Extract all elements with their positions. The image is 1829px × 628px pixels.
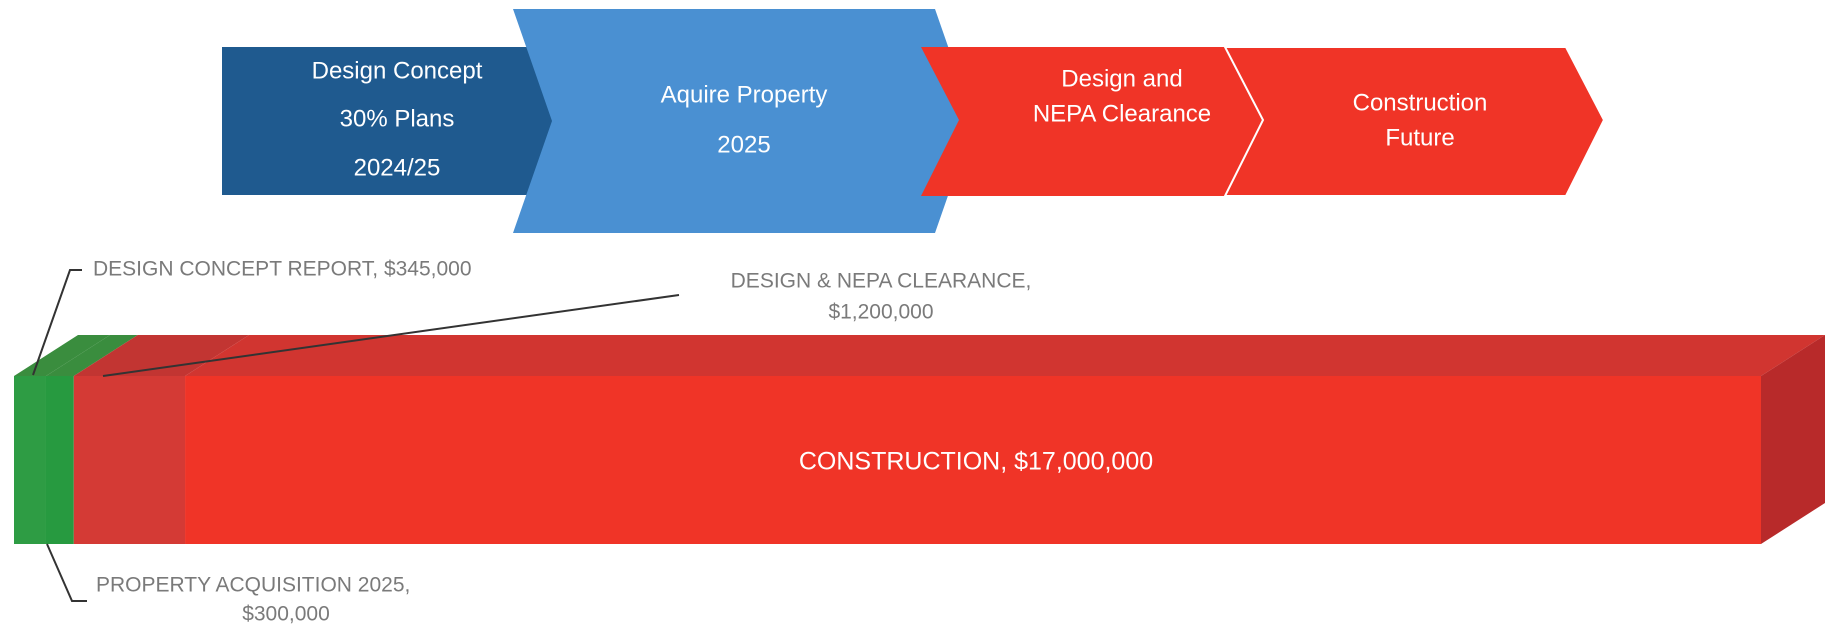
bar-segment [45, 376, 74, 544]
leader-line [102, 294, 680, 377]
bar-top [185, 335, 1825, 376]
leader-line [32, 269, 82, 376]
step-label: 2025 [717, 131, 770, 158]
step-label: 2024/25 [354, 154, 441, 181]
bar-segment [14, 376, 46, 544]
value-label: $300,000 [242, 603, 330, 626]
chevron [1223, 46, 1606, 197]
step-label: 30% Plans [340, 105, 455, 132]
step-label: Design Concept [312, 57, 483, 84]
step-label: Aquire Property [661, 81, 828, 108]
step-label: Construction [1353, 89, 1488, 116]
bar-segment [73, 376, 186, 544]
leader-line [46, 543, 87, 602]
value-label: CONSTRUCTION, $17,000,000 [799, 448, 1153, 476]
bar-top [45, 335, 138, 376]
chevron [513, 9, 974, 233]
chevron [921, 47, 1265, 196]
bar-side [1761, 335, 1825, 544]
chevron [222, 47, 600, 195]
step-label: NEPA Clearance [1033, 100, 1211, 127]
value-label: PROPERTY ACQUISITION 2025, [96, 574, 410, 597]
value-label: DESIGN CONCEPT REPORT, $345,000 [93, 258, 472, 281]
step-label: Design and [1061, 65, 1182, 92]
bar-top [73, 335, 250, 376]
bar-segment [185, 376, 1761, 544]
bar-top [14, 335, 110, 376]
value-label: $1,200,000 [828, 301, 933, 324]
value-label: DESIGN & NEPA CLEARANCE, [731, 270, 1032, 293]
step-label: Future [1385, 124, 1454, 151]
